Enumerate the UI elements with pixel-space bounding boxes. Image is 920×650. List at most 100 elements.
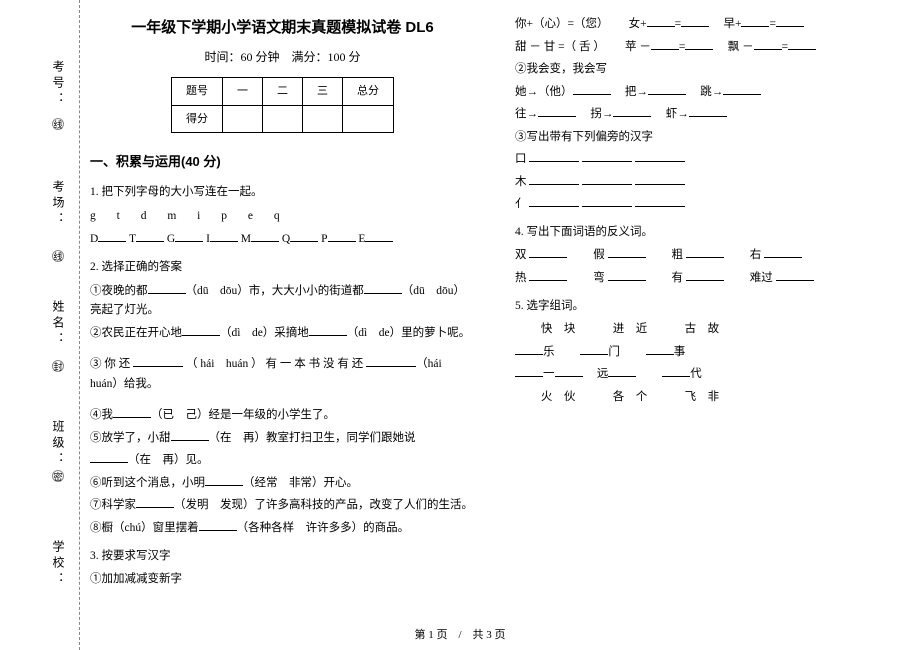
q1-stem: 1. 把下列字母的大小写连在一起。 xyxy=(90,183,475,203)
letter: Q xyxy=(282,233,290,245)
q1-row1: g t d m i p e q xyxy=(90,207,475,227)
letter: E xyxy=(358,233,365,245)
label-xuexiao: 学校： xyxy=(50,540,67,588)
letter: i xyxy=(197,210,200,222)
blank[interactable] xyxy=(608,270,646,282)
blank[interactable] xyxy=(199,520,237,532)
blank[interactable] xyxy=(365,231,393,243)
blank[interactable] xyxy=(647,16,675,28)
blank[interactable] xyxy=(90,452,128,464)
blank[interactable] xyxy=(290,231,318,243)
q3-p3: ③写出带有下列偏旁的汉字 xyxy=(515,128,900,148)
blank[interactable] xyxy=(662,366,690,378)
blank[interactable] xyxy=(529,173,579,185)
blank[interactable] xyxy=(210,231,238,243)
cell[interactable] xyxy=(343,105,394,133)
blank[interactable] xyxy=(529,247,567,259)
letter: m xyxy=(167,210,176,222)
blank[interactable] xyxy=(776,16,804,28)
q2-6: ⑥听到这个消息，小明（经常 非常）开心。 xyxy=(90,474,475,494)
q4-stem: 4. 写出下面词语的反义词。 xyxy=(515,223,900,243)
blank[interactable] xyxy=(251,231,279,243)
blank[interactable] xyxy=(538,106,576,118)
blank[interactable] xyxy=(582,173,632,185)
q4-row2: 热 弯 有 难过 xyxy=(515,269,900,289)
blank[interactable] xyxy=(686,247,724,259)
blank[interactable] xyxy=(171,429,209,441)
cell[interactable] xyxy=(223,105,263,133)
blank[interactable] xyxy=(788,38,816,50)
q3-r3: 亻 xyxy=(515,195,900,215)
blank[interactable] xyxy=(685,38,713,50)
blank[interactable] xyxy=(364,282,402,294)
letter: G xyxy=(167,233,175,245)
blank[interactable] xyxy=(175,231,203,243)
blank[interactable] xyxy=(580,343,608,355)
blank[interactable] xyxy=(582,196,632,208)
blank[interactable] xyxy=(529,270,567,282)
blank[interactable] xyxy=(148,282,186,294)
blank[interactable] xyxy=(113,407,151,419)
q3-p2-row: 她→（他） 把→ 跳→ xyxy=(515,83,900,103)
blank[interactable] xyxy=(689,106,727,118)
q3-p2: ②我会变，我会写 xyxy=(515,60,900,80)
label-xingming: 姓名： xyxy=(50,300,67,348)
letter: d xyxy=(141,210,147,222)
q2-1: ①夜晚的都（dū dōu）市，大大小小的街道都（dū dōu）亮起了灯光。 xyxy=(90,282,475,321)
blank[interactable] xyxy=(573,83,611,95)
blank[interactable] xyxy=(529,151,579,163)
blank[interactable] xyxy=(136,497,174,509)
q5-row1: 快 块 进 近 古 故 xyxy=(515,320,900,340)
th: 总分 xyxy=(343,77,394,105)
cell[interactable] xyxy=(263,105,303,133)
blank[interactable] xyxy=(741,16,769,28)
blank[interactable] xyxy=(182,324,220,336)
blank[interactable] xyxy=(309,324,347,336)
blank[interactable] xyxy=(136,231,164,243)
blank[interactable] xyxy=(529,196,579,208)
blank[interactable] xyxy=(686,270,724,282)
section-heading: 一、积累与运用(40 分) xyxy=(90,151,475,173)
blank[interactable] xyxy=(776,270,814,282)
blank[interactable] xyxy=(723,83,761,95)
letter: e xyxy=(248,210,253,222)
blank[interactable] xyxy=(555,366,583,378)
score-table: 题号 一 二 三 总分 得分 xyxy=(171,77,394,133)
q5-stem: 5. 选字组词。 xyxy=(515,297,900,317)
blank[interactable] xyxy=(651,38,679,50)
exam-title: 一年级下学期小学语文期末真题模拟试卷 DL6 xyxy=(90,15,475,41)
blank[interactable] xyxy=(613,106,651,118)
blank[interactable] xyxy=(635,151,685,163)
q3-r1: 口 xyxy=(515,150,900,170)
letter: g xyxy=(90,210,96,222)
blank[interactable] xyxy=(133,356,183,368)
blank[interactable] xyxy=(764,247,802,259)
blank[interactable] xyxy=(515,366,543,378)
letter: q xyxy=(274,210,280,222)
blank[interactable] xyxy=(366,356,416,368)
seal-mark: 密 xyxy=(52,470,64,482)
q2-8: ⑧橱（chú）窗里摆着（各种各样 许许多多）的商品。 xyxy=(90,519,475,539)
blank[interactable] xyxy=(515,343,543,355)
blank[interactable] xyxy=(608,366,636,378)
blank[interactable] xyxy=(205,474,243,486)
blank[interactable] xyxy=(635,196,685,208)
q2-5b: （在 再）见。 xyxy=(90,451,475,471)
q3-r2: 木 xyxy=(515,173,900,193)
q5-row3: 一 远 代 xyxy=(515,365,900,385)
blank[interactable] xyxy=(328,231,356,243)
blank[interactable] xyxy=(608,247,646,259)
blank[interactable] xyxy=(681,16,709,28)
blank[interactable] xyxy=(98,231,126,243)
blank[interactable] xyxy=(648,83,686,95)
label-kaohao: 考号： xyxy=(50,60,67,108)
q2-stem: 2. 选择正确的答案 xyxy=(90,258,475,278)
cell[interactable] xyxy=(303,105,343,133)
blank[interactable] xyxy=(635,173,685,185)
blank[interactable] xyxy=(646,343,674,355)
blank[interactable] xyxy=(754,38,782,50)
q5-row2: 乐 门 事 xyxy=(515,343,900,363)
q2-3: ③ 你 还 （ hái huán ） 有 一 本 书 没 有 还 （hái hu… xyxy=(90,355,475,394)
letter: p xyxy=(221,210,227,222)
blank[interactable] xyxy=(582,151,632,163)
